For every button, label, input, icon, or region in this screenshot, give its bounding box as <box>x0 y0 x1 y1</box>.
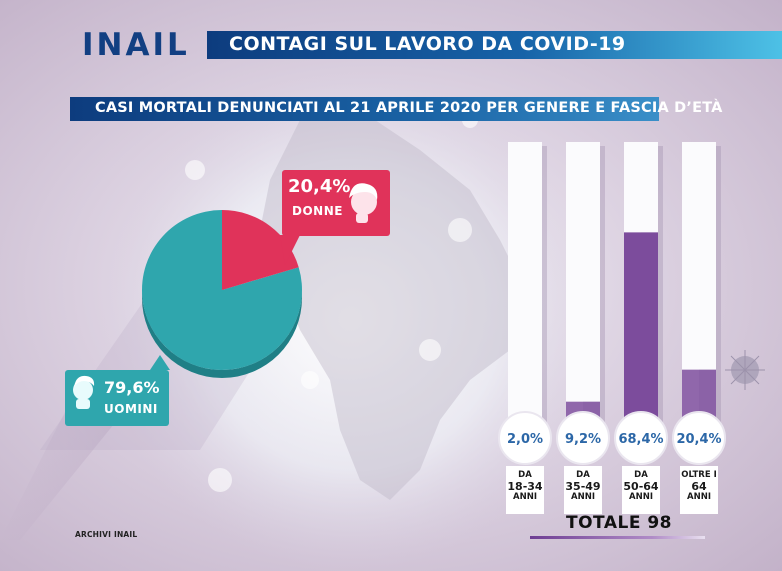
source-label: ARCHIVI INAIL <box>75 530 138 539</box>
value-bubble <box>498 411 552 465</box>
age-label-box <box>564 466 602 514</box>
inail-logo: INAIL <box>82 27 190 63</box>
donne-callout-pointer <box>280 235 300 265</box>
age-category-line: OLTRE I <box>681 470 717 480</box>
age-category-line: 18-34 <box>507 480 543 493</box>
bar-value-label: 9,2% <box>565 432 601 447</box>
page-title: CONTAGI SUL LAVORO DA COVID-19 <box>229 33 626 55</box>
age-category-line: DA <box>576 470 590 480</box>
age-category-label: DA 50-64 ANNI <box>616 470 666 503</box>
total-label: TOTALE 98 <box>566 513 673 533</box>
bar-fill-2 <box>624 232 658 428</box>
age-category-line: DA <box>634 470 648 480</box>
woman-head-icon <box>349 183 378 223</box>
donne-label: DONNE <box>292 204 343 218</box>
header: INAIL CONTAGI SUL LAVORO DA COVID-19 CAS… <box>70 27 782 121</box>
age-category-line: 50-64 <box>623 480 659 493</box>
age-category-label: DA 35-49 ANNI <box>558 470 608 503</box>
age-category-label: DA 18-34 ANNI <box>500 470 550 503</box>
age-category-line: 64 <box>691 480 707 493</box>
uomini-callout-pointer <box>150 355 170 370</box>
age-category-label: OLTRE I 64 ANNI <box>674 470 724 503</box>
bar-track <box>566 142 600 428</box>
total-underline <box>530 536 705 539</box>
age-category-line: ANNI <box>571 492 595 502</box>
value-bubble <box>614 411 668 465</box>
bar-value-label: 68,4% <box>618 432 663 447</box>
age-label-box <box>680 466 718 514</box>
value-bubble <box>556 411 610 465</box>
age-category-line: 35-49 <box>565 480 601 493</box>
age-category-line: DA <box>518 470 532 480</box>
uomini-label: UOMINI <box>104 402 158 416</box>
uomini-percent: 79,6% <box>104 378 160 397</box>
page-subtitle: CASI MORTALI DENUNCIATI AL 21 APRILE 202… <box>95 100 723 116</box>
age-category-line: ANNI <box>629 492 653 502</box>
man-head-icon <box>73 375 95 409</box>
bar-track <box>508 142 542 428</box>
donne-percent: 20,4% <box>288 176 351 197</box>
age-category-line: ANNI <box>687 492 711 502</box>
subtitle-bar: CASI MORTALI DENUNCIATI AL 21 APRILE 202… <box>70 97 722 121</box>
bar-value-label: 2,0% <box>507 432 543 447</box>
age-label-box <box>622 466 660 514</box>
bar-value-label: 20,4% <box>676 432 721 447</box>
title-bar: CONTAGI SUL LAVORO DA COVID-19 <box>207 31 782 59</box>
pie-slice-uomini <box>142 210 302 371</box>
pie-slice-donne <box>222 210 299 290</box>
age-category-line: ANNI <box>513 492 537 502</box>
age-label-box <box>506 466 544 514</box>
value-bubble <box>672 411 726 465</box>
virus-icon <box>725 350 765 390</box>
